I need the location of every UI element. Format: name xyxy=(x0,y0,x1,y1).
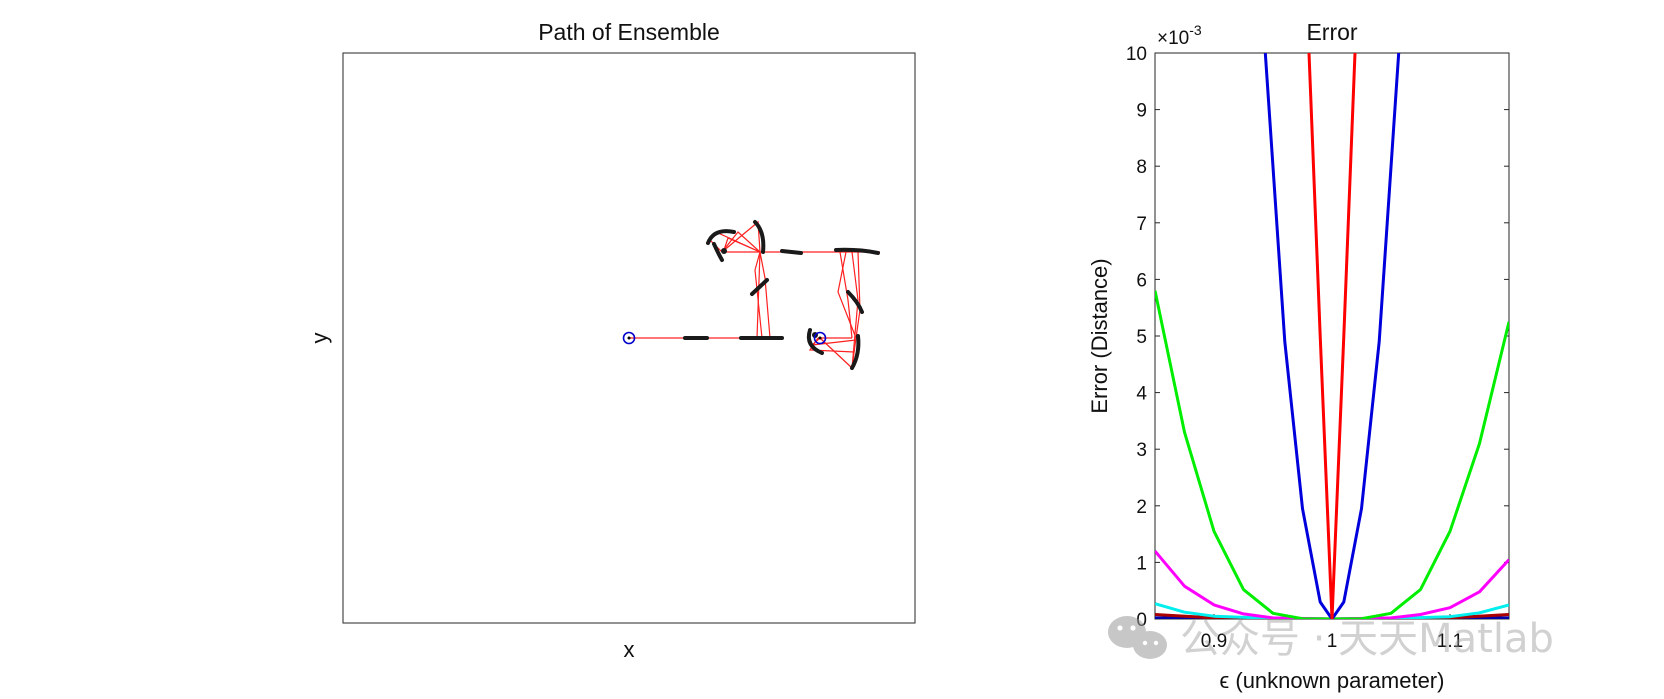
y-multiplier: ×10-3 xyxy=(1157,22,1202,49)
arc-segment xyxy=(712,242,724,262)
x-tick-label: 1.1 xyxy=(1437,631,1463,652)
y-tick-label: 10 xyxy=(1126,44,1147,65)
y-tick-label: 3 xyxy=(1136,440,1147,461)
y-tick-label: 7 xyxy=(1136,214,1147,235)
arc-segment xyxy=(834,247,880,255)
watermark: 公众号 · 天天Matlab xyxy=(1108,616,1554,662)
wechat-icon xyxy=(1108,616,1167,659)
end-marker xyxy=(813,331,827,345)
y-tick-label: 9 xyxy=(1136,101,1147,122)
x-tick-label: 0.9 xyxy=(1201,631,1227,652)
path-line xyxy=(754,251,763,339)
path-line xyxy=(851,251,859,369)
y-tick-label: 0 xyxy=(1136,610,1147,631)
y-tick-label: 6 xyxy=(1136,270,1147,291)
arc-segment xyxy=(806,328,824,355)
path-line xyxy=(839,251,853,339)
right-x-axis-label: ϵ (unknown parameter) xyxy=(1220,668,1445,693)
right-y-axis-label: Error (Distance) xyxy=(1087,258,1112,413)
y-tick-label: 5 xyxy=(1136,327,1147,348)
right-chart-title: Error xyxy=(1306,19,1357,45)
arc-segment xyxy=(780,249,803,255)
error-series-line xyxy=(1155,613,1509,619)
left-axes: Path of Ensemble x y xyxy=(307,19,916,662)
error-series-line xyxy=(1155,290,1509,619)
path-line xyxy=(756,251,761,339)
error-series-line xyxy=(1307,53,1334,619)
y-tick-label: 4 xyxy=(1136,384,1147,405)
error-series-line xyxy=(1155,602,1509,619)
path-line xyxy=(721,220,761,253)
start-marker-dot xyxy=(627,336,631,340)
arc-segment xyxy=(750,278,769,296)
path-line xyxy=(721,231,761,253)
y-tick-label: 8 xyxy=(1136,157,1147,178)
path-line xyxy=(723,237,761,253)
x-tick-label: 1 xyxy=(1327,631,1338,652)
left-x-axis-label: x xyxy=(624,637,635,662)
left-chart-title: Path of Ensemble xyxy=(538,19,720,45)
watermark-text: 公众号 · 天天Matlab xyxy=(1180,616,1554,662)
arc-segment xyxy=(706,229,736,245)
arc-segment xyxy=(846,290,864,314)
path-line xyxy=(837,251,857,369)
x-ticks: 0.9 1 1.1 xyxy=(1201,614,1463,652)
error-series-line xyxy=(1155,550,1509,619)
error-curves xyxy=(1155,53,1509,619)
y-tick-label: 2 xyxy=(1136,497,1147,518)
right-axes: Error ϵ (unknown parameter) Error (Dista… xyxy=(1087,19,1510,693)
arc-segment xyxy=(850,334,861,370)
endpoint-markers xyxy=(622,331,827,345)
y-tick-label: 1 xyxy=(1136,553,1147,574)
arc-dot xyxy=(721,248,727,254)
right-axes-box xyxy=(1154,52,1510,620)
path-line xyxy=(759,251,771,339)
end-marker-dot xyxy=(818,336,822,340)
error-series-line xyxy=(1263,53,1401,619)
arc-segment xyxy=(753,220,766,254)
ensemble-arcs xyxy=(683,220,880,370)
y-ticks: 0 1 2 3 4 5 6 7 8 9 10 xyxy=(1126,44,1509,631)
left-y-axis-label: y xyxy=(307,333,332,344)
start-marker xyxy=(622,331,636,345)
error-series-line xyxy=(1330,53,1357,619)
